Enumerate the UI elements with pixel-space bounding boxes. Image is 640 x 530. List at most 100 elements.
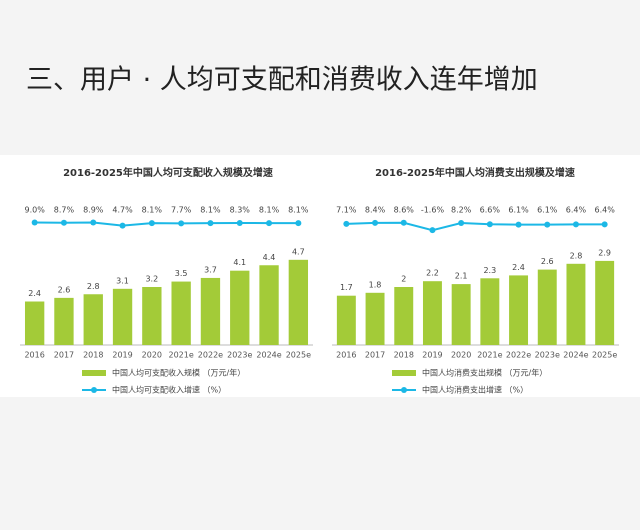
line-marker [178,220,185,227]
line-marker [90,219,97,226]
bar-value-label: 2.8 [570,251,583,260]
bar [365,292,385,345]
x-tick-label: 2016 [336,351,356,360]
x-tick-label: 2017 [54,351,74,360]
bar [451,284,471,345]
line-marker [429,227,436,234]
line-value-label: 6.6% [480,206,501,215]
x-tick-label: 2025e [286,351,311,360]
x-tick-label: 2023e [535,351,560,360]
line-value-label: 8.1% [142,206,163,215]
line-marker [601,221,608,228]
legend-label: 中国人均消费支出增速 （%） [422,385,528,395]
bar [83,294,103,345]
bar-value-label: 4.1 [233,258,246,267]
x-tick-label: 2024e [563,351,588,360]
bar-value-label: 1.7 [340,283,353,292]
legend-label: 中国人均可支配收入规模 （万元/年） [112,368,245,378]
bar [230,270,250,345]
bar [288,259,309,345]
line-marker [207,220,214,227]
legend-marker [91,387,97,393]
x-tick-label: 2020 [451,351,471,360]
x-tick-label: 2024e [256,351,281,360]
line-marker [295,220,302,227]
bar [259,265,279,345]
x-tick-label: 2021e [477,351,502,360]
bar [480,278,500,345]
line-marker [544,221,551,228]
bar [394,287,414,345]
x-tick-label: 2019 [112,351,132,360]
line-marker [486,221,493,228]
line-marker [515,221,522,228]
bar-value-label: 2 [401,275,406,284]
line-value-label: 7.7% [171,206,192,215]
bar-value-label: 4.7 [292,247,305,256]
bar-value-label: 2.4 [28,289,41,298]
line-value-label: -1.6% [421,206,445,215]
line-value-label: 8.1% [288,206,309,215]
line-value-label: 4.7% [112,206,133,215]
line-value-label: 8.1% [200,206,221,215]
x-tick-label: 2018 [83,351,103,360]
line-marker [60,219,67,226]
line-value-label: 8.1% [259,206,280,215]
line-value-label: 6.1% [537,206,558,215]
legend-label: 中国人均可支配收入增速 （%） [112,385,226,395]
bar [566,263,586,345]
legend-marker [401,387,407,393]
legend-label: 中国人均消费支出规模 （万元/年） [422,368,547,378]
bar [595,260,615,345]
x-tick-label: 2019 [422,351,442,360]
bar-value-label: 2.3 [483,266,496,275]
chart-panel [0,155,640,397]
line-value-label: 7.1% [336,206,357,215]
bar-value-label: 1.8 [369,280,382,289]
bar [112,288,133,345]
chart-title: 2016-2025年中国人均可支配收入规模及增速 [63,166,273,179]
line-marker [372,219,379,226]
bar [537,269,557,345]
x-tick-label: 2016 [24,351,44,360]
bar [509,275,529,345]
line-marker [236,219,243,226]
bar-value-label: 2.6 [58,285,71,294]
bar-value-label: 3.5 [175,269,188,278]
slide-title: 三、用户 · 人均可支配和消费收入连年增加 [26,65,538,96]
x-tick-label: 2021e [169,351,194,360]
line-value-label: 8.7% [54,206,75,215]
bar-value-label: 3.2 [145,275,158,284]
bar-value-label: 2.8 [87,282,100,291]
line-value-label: 6.4% [594,206,615,215]
line-marker [458,220,465,227]
line-value-label: 8.3% [230,206,251,215]
x-tick-label: 2023e [227,351,252,360]
bar-value-label: 3.1 [116,276,129,285]
line-marker [148,220,155,227]
line-value-label: 6.1% [508,206,529,215]
line-value-label: 6.4% [566,206,587,215]
line-marker [31,219,38,226]
x-tick-label: 2017 [365,351,385,360]
line-value-label: 8.4% [365,206,386,215]
x-tick-label: 2018 [394,351,414,360]
legend-swatch [392,370,416,376]
line-value-label: 9.0% [24,206,45,215]
bar [336,295,356,345]
line-marker [343,220,350,227]
line-marker [400,219,407,226]
bar [142,287,162,345]
line-value-label: 8.2% [451,206,472,215]
bar [24,301,45,345]
bar [200,277,221,345]
x-tick-label: 2022e [198,351,223,360]
x-tick-label: 2025e [592,351,617,360]
bar-value-label: 4.4 [263,253,276,262]
bar [54,297,74,345]
chart-title: 2016-2025年中国人均消费支出规模及增速 [375,166,575,179]
line-marker [119,222,126,229]
bar [422,281,442,345]
line-marker [572,221,579,228]
